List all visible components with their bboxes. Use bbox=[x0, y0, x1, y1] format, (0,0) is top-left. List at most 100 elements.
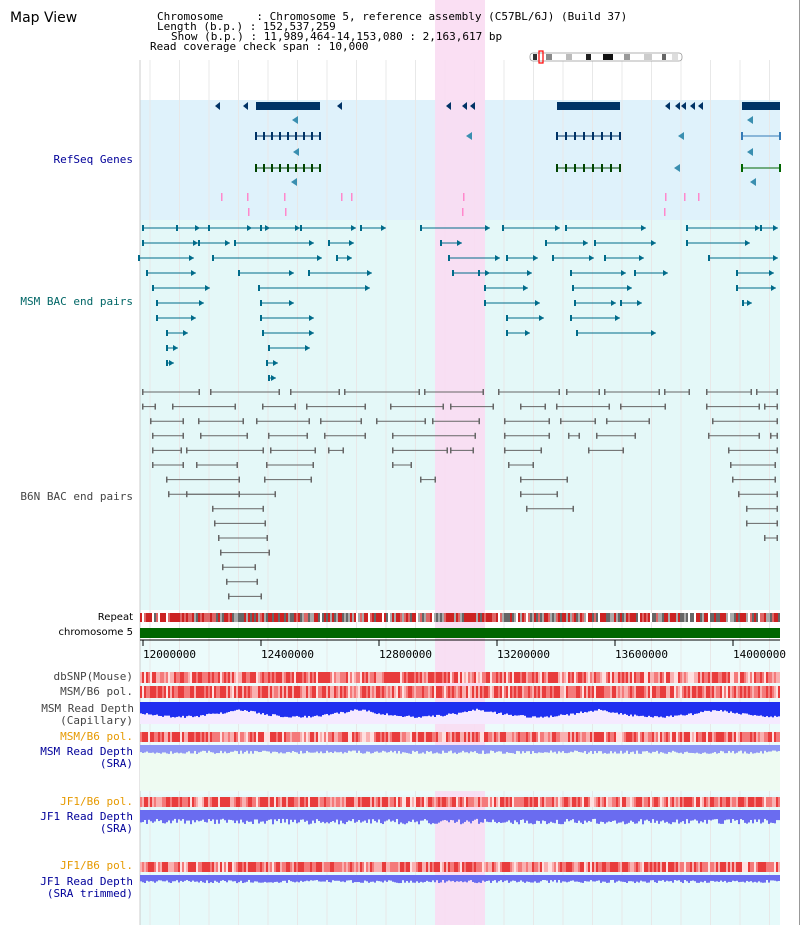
depth-bar bbox=[374, 702, 376, 714]
depth-bar bbox=[426, 810, 428, 821]
heat-cell bbox=[154, 732, 156, 742]
depth-bar bbox=[588, 810, 590, 821]
depth-bar bbox=[282, 810, 284, 819]
depth-bar bbox=[684, 745, 686, 753]
bac-end bbox=[432, 418, 434, 425]
heat-cell bbox=[640, 732, 642, 742]
bac-end bbox=[560, 418, 562, 425]
heat-cell bbox=[714, 862, 716, 872]
chromosome-bar bbox=[140, 628, 780, 638]
track-label-b6n-bac[interactable]: B6N BAC end pairs bbox=[20, 490, 133, 503]
heat-cell bbox=[408, 686, 410, 698]
heat-cell bbox=[442, 862, 444, 872]
heat-cell bbox=[460, 732, 462, 742]
depth-bar bbox=[534, 810, 536, 824]
repeat-mark bbox=[288, 613, 290, 622]
heat-cell bbox=[662, 862, 664, 872]
heat-cell bbox=[468, 672, 470, 683]
depth-bar bbox=[508, 745, 510, 753]
depth-bar bbox=[536, 702, 538, 718]
depth-bar bbox=[304, 745, 306, 754]
track-label-jf1-b6-pol[interactable]: JF1/B6 pol. bbox=[60, 795, 133, 808]
depth-bar bbox=[726, 875, 728, 883]
heat-cell bbox=[478, 686, 480, 698]
ideogram-band bbox=[662, 54, 666, 60]
track-label-msm-b6-pol[interactable]: MSM/B6 pol. bbox=[60, 685, 133, 698]
repeat-mark bbox=[532, 613, 534, 622]
heat-cell bbox=[582, 862, 584, 872]
depth-bar bbox=[742, 875, 744, 882]
depth-bar bbox=[466, 875, 468, 883]
depth-bar bbox=[152, 702, 154, 716]
bac-end bbox=[200, 432, 202, 439]
heat-cell bbox=[362, 672, 364, 683]
bac-end bbox=[504, 447, 506, 454]
track-label-jf1-b6-pol-2[interactable]: JF1/B6 pol. bbox=[60, 859, 133, 872]
heat-cell bbox=[556, 732, 558, 742]
bac-end bbox=[565, 225, 567, 231]
heat-cell bbox=[626, 672, 628, 683]
depth-bar bbox=[660, 875, 662, 881]
heat-cell bbox=[594, 797, 596, 807]
heat-cell bbox=[600, 862, 602, 872]
depth-bar bbox=[654, 810, 656, 823]
heat-cell bbox=[168, 862, 170, 872]
depth-bar bbox=[542, 702, 544, 718]
depth-bar bbox=[624, 745, 626, 753]
heat-cell bbox=[646, 797, 648, 807]
gene-exon bbox=[592, 164, 594, 172]
bac-end bbox=[566, 389, 568, 395]
track-label-jf1-depth-sra[interactable]: JF1 Read Depth bbox=[40, 810, 133, 823]
heat-cell bbox=[618, 686, 620, 698]
track-label-dbsnp[interactable]: dbSNP(Mouse) bbox=[53, 670, 133, 683]
depth-bar bbox=[182, 702, 184, 716]
repeat-mark bbox=[204, 613, 206, 622]
track-label-jf1-depth-trimmed[interactable]: JF1 Read Depth bbox=[40, 875, 133, 888]
depth-bar bbox=[342, 702, 344, 713]
depth-bar bbox=[678, 702, 680, 716]
depth-bar bbox=[234, 875, 236, 882]
depth-bar bbox=[318, 702, 320, 717]
depth-bar bbox=[662, 810, 664, 821]
track-label-msm-depth-sra[interactable]: MSM Read Depth bbox=[40, 745, 133, 758]
heat-cell bbox=[528, 862, 530, 872]
depth-bar bbox=[534, 702, 536, 717]
heat-cell bbox=[146, 672, 148, 683]
depth-bar bbox=[624, 810, 626, 825]
depth-bar bbox=[384, 875, 386, 881]
heat-cell bbox=[654, 732, 656, 742]
heat-cell bbox=[492, 672, 494, 683]
track-label-msm-bac[interactable]: MSM BAC end pairs bbox=[20, 295, 133, 308]
heat-cell bbox=[654, 672, 656, 683]
heat-cell bbox=[278, 686, 280, 698]
heat-cell bbox=[648, 797, 650, 807]
track-label-refseq[interactable]: RefSeq Genes bbox=[53, 153, 133, 166]
bac-end bbox=[266, 462, 268, 468]
depth-bar bbox=[544, 702, 546, 717]
bac-end bbox=[260, 225, 262, 231]
heat-cell bbox=[554, 686, 556, 698]
track-label-msm-depth-capillary[interactable]: MSM Read Depth bbox=[41, 702, 134, 715]
bac-end bbox=[336, 255, 338, 261]
repeat-mark bbox=[578, 613, 580, 622]
depth-bar bbox=[188, 702, 190, 716]
heat-cell bbox=[310, 797, 312, 807]
heat-cell bbox=[184, 672, 186, 683]
heat-cell bbox=[252, 686, 254, 698]
heat-cell bbox=[510, 732, 512, 742]
depth-bar bbox=[684, 875, 686, 881]
depth-bar bbox=[670, 810, 672, 825]
depth-bar bbox=[418, 875, 420, 883]
heat-cell bbox=[158, 686, 160, 698]
heat-cell bbox=[172, 862, 174, 872]
repeat-mark bbox=[744, 613, 746, 622]
heat-cell bbox=[474, 672, 476, 683]
depth-bar bbox=[666, 810, 668, 822]
heat-cell bbox=[768, 686, 770, 698]
heat-cell bbox=[466, 672, 468, 683]
depth-bar bbox=[228, 702, 230, 712]
heat-cell bbox=[478, 732, 480, 742]
track-label-msm-b6-pol-2[interactable]: MSM/B6 pol. bbox=[60, 730, 133, 743]
depth-bar bbox=[386, 745, 388, 753]
